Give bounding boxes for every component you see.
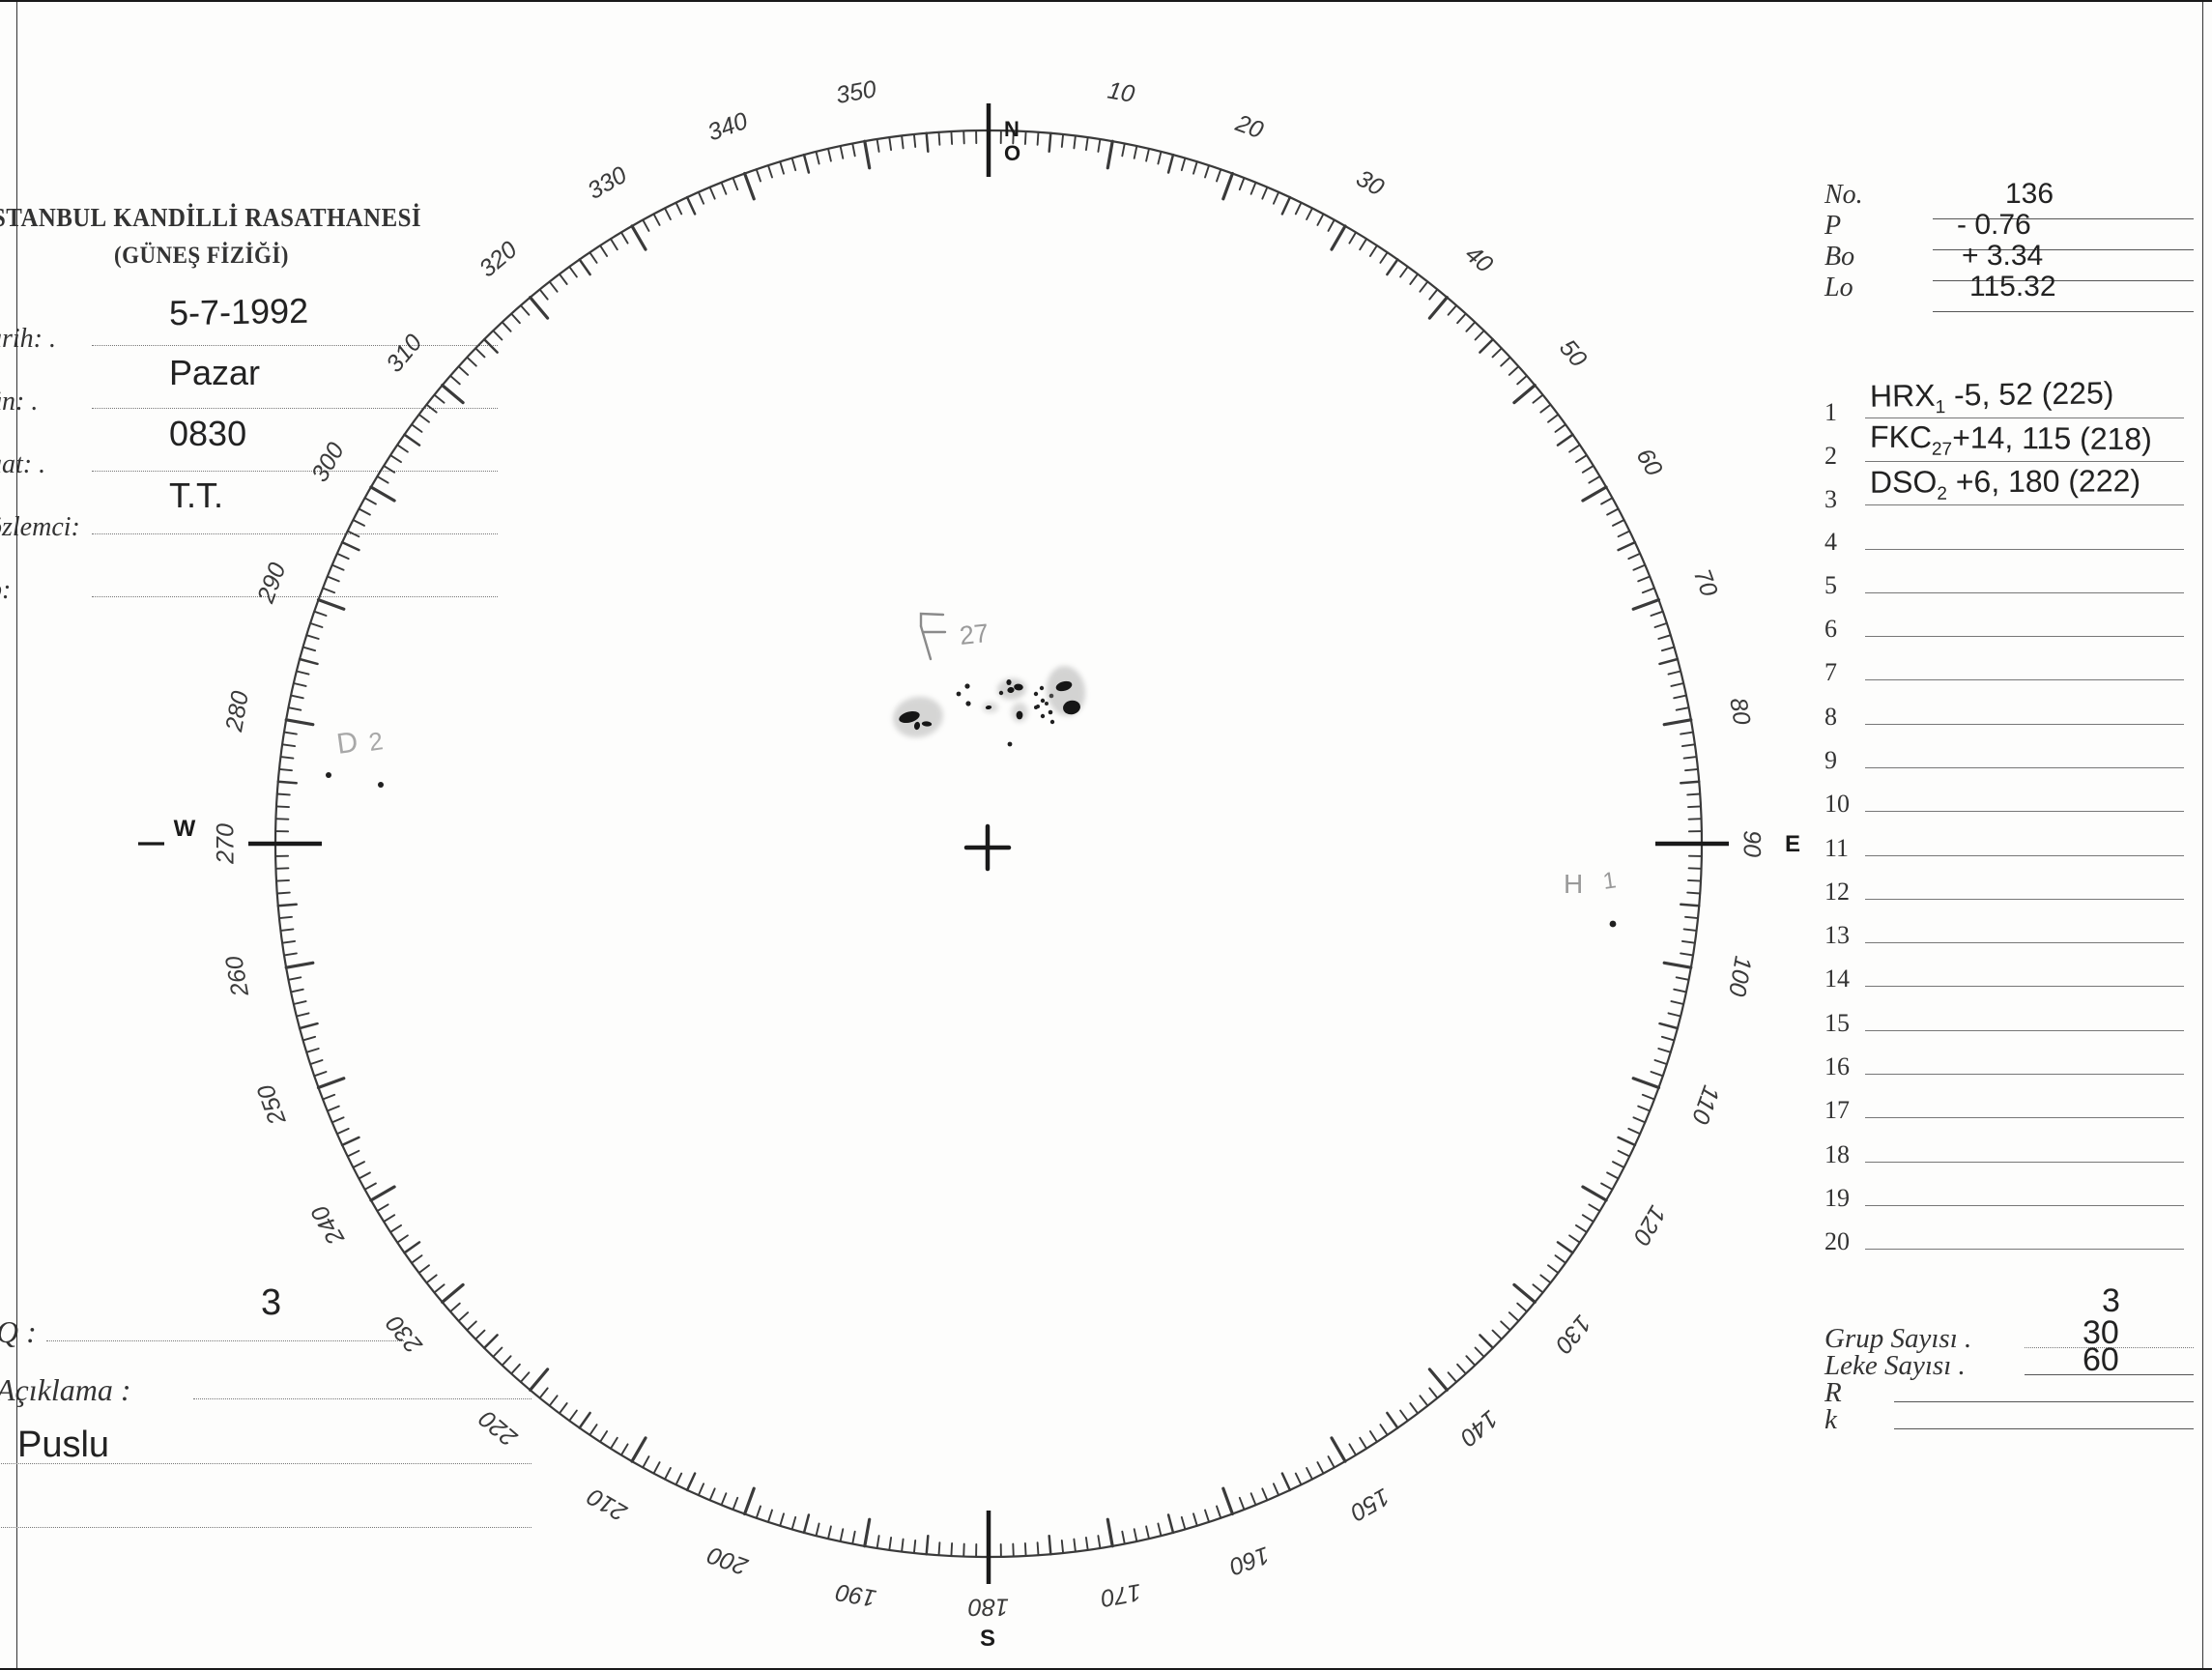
svg-text:220: 220 (474, 1405, 524, 1453)
svg-text:80: 80 (1724, 696, 1755, 727)
svg-text:130: 130 (1550, 1310, 1596, 1358)
svg-text:1: 1 (1601, 867, 1618, 895)
svg-text:310: 310 (381, 330, 427, 378)
svg-text:50: 50 (1554, 334, 1592, 372)
svg-text:250: 250 (252, 1081, 292, 1130)
svg-text:320: 320 (474, 236, 523, 282)
svg-text:2: 2 (367, 726, 386, 757)
svg-text:100: 100 (1723, 954, 1757, 998)
svg-text:190: 190 (834, 1578, 878, 1612)
svg-text:W: W (174, 816, 196, 842)
svg-text:300: 300 (306, 438, 350, 486)
svg-text:70: 70 (1688, 565, 1723, 600)
svg-text:210: 210 (583, 1483, 632, 1527)
svg-text:40: 40 (1460, 241, 1498, 278)
svg-text:27: 27 (958, 619, 990, 650)
svg-text:200: 200 (704, 1540, 753, 1580)
svg-text:270: 270 (213, 823, 240, 865)
svg-text:230: 230 (381, 1310, 428, 1359)
svg-text:170: 170 (1099, 1578, 1143, 1612)
svg-text:90: 90 (1738, 830, 1765, 857)
svg-text:350: 350 (834, 75, 878, 109)
svg-text:280: 280 (220, 689, 254, 734)
svg-text:60: 60 (1631, 444, 1668, 480)
svg-text:30: 30 (1352, 164, 1389, 201)
svg-text:160: 160 (1226, 1540, 1274, 1580)
svg-text:20: 20 (1231, 109, 1267, 144)
svg-text:330: 330 (583, 161, 631, 205)
svg-text:260: 260 (220, 954, 254, 999)
svg-text:S: S (980, 1626, 995, 1652)
svg-text:120: 120 (1627, 1201, 1671, 1250)
svg-text:240: 240 (306, 1201, 351, 1251)
svg-text:O: O (1004, 141, 1020, 165)
svg-text:10: 10 (1106, 76, 1136, 107)
svg-text:H: H (1564, 869, 1583, 899)
svg-text:E: E (1785, 831, 1800, 857)
svg-text:340: 340 (704, 107, 752, 147)
svg-text:290: 290 (252, 560, 292, 608)
svg-text:110: 110 (1686, 1081, 1725, 1127)
svg-text:180: 180 (968, 1593, 1009, 1620)
svg-text:140: 140 (1454, 1405, 1503, 1452)
svg-text:D: D (334, 726, 359, 761)
svg-text:N: N (1004, 117, 1020, 141)
svg-text:150: 150 (1346, 1483, 1394, 1526)
